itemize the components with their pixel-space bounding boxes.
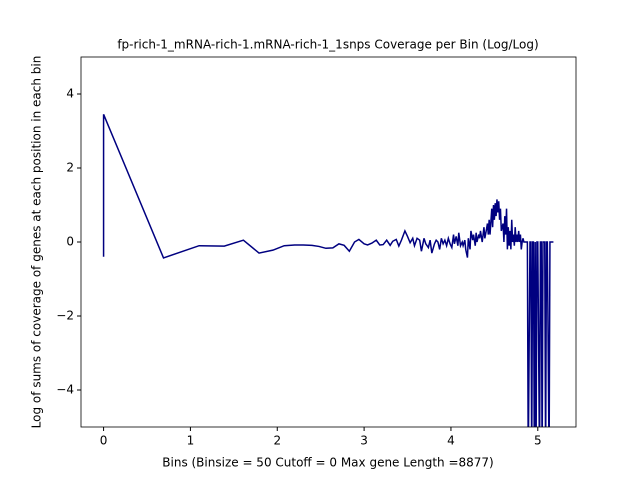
x-tick-label: 2 [273, 434, 281, 448]
x-tick-label: 0 [100, 434, 108, 448]
x-tick-label: 1 [187, 434, 195, 448]
y-tick-label: 0 [66, 235, 74, 249]
y-tick-label: −2 [56, 309, 74, 323]
chart-title: fp-rich-1_mRNA-rich-1.mRNA-rich-1_1snps … [117, 38, 538, 52]
y-tick-label: 4 [66, 87, 74, 101]
y-tick-label: −4 [56, 383, 74, 397]
x-tick-label: 3 [360, 434, 368, 448]
x-tick-label: 4 [447, 434, 455, 448]
x-axis-label: Bins (Binsize = 50 Cutoff = 0 Max gene L… [162, 456, 493, 470]
y-axis-label: Log of sums of coverage of genes at each… [30, 56, 44, 429]
data-line [102, 114, 554, 427]
y-tick-label: 2 [66, 161, 74, 175]
plot-frame [80, 56, 577, 428]
x-tick-label: 5 [534, 434, 542, 448]
